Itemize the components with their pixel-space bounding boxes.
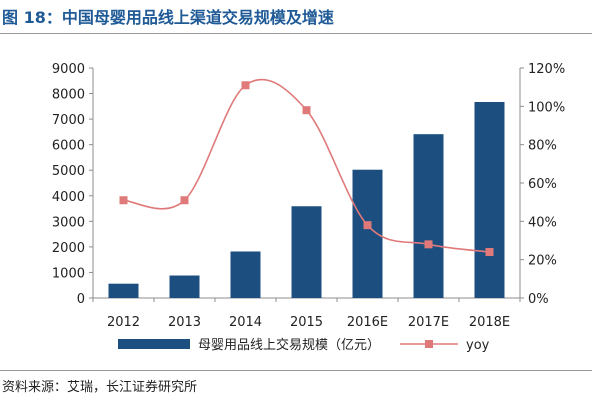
bar [230, 251, 261, 298]
y-tick-label-left: 7000 [52, 113, 85, 128]
y-tick-label-right: 40% [528, 215, 557, 230]
bar [474, 101, 505, 298]
x-tick-label: 2016E [347, 315, 388, 330]
source-divider [0, 370, 592, 371]
bar [169, 275, 200, 298]
y-tick-label-right: 100% [528, 100, 565, 115]
bar [413, 134, 444, 298]
x-tick-label: 2014 [229, 315, 262, 330]
legend-label-bars: 母婴用品线上交易规模（亿元） [198, 337, 380, 353]
source-note: 资料来源：艾瑞，长江证券研究所 [2, 380, 198, 395]
x-tick-label: 2015 [290, 315, 323, 330]
y-tick-label-left: 9000 [52, 62, 85, 77]
figure-title: 图 18：中国母婴用品线上渠道交易规模及增速 [2, 8, 334, 27]
y-tick-label-left: 3000 [52, 215, 85, 230]
legend-swatch-bars [118, 339, 190, 349]
y-tick-label-right: 20% [528, 254, 557, 269]
y-tick-label-right: 0% [528, 292, 549, 307]
y-tick-label-left: 1000 [52, 266, 85, 281]
y-tick-label-left: 5000 [52, 164, 85, 179]
y-tick-label-left: 0 [77, 292, 85, 307]
y-tick-label-right: 120% [528, 62, 565, 77]
yoy-marker [180, 196, 189, 205]
y-tick-label-left: 8000 [52, 88, 85, 103]
bar [291, 206, 322, 298]
legend-label-line: yoy [466, 338, 490, 353]
y-tick-label-left: 6000 [52, 139, 85, 154]
x-tick-label: 2018E [469, 315, 510, 330]
y-tick-label-left: 2000 [52, 241, 85, 256]
yoy-marker [119, 196, 128, 205]
yoy-marker [485, 248, 494, 256]
yoy-marker [241, 81, 250, 90]
x-tick-label: 2013 [168, 315, 201, 330]
x-tick-label: 2012 [107, 315, 140, 330]
y-tick-label-right: 60% [528, 177, 557, 192]
yoy-marker [302, 106, 311, 115]
yoy-marker [424, 240, 433, 249]
yoy-marker [363, 221, 372, 230]
title-divider [0, 33, 592, 34]
x-tick-label: 2017E [408, 315, 449, 330]
bar [108, 283, 139, 298]
y-tick-label-left: 4000 [52, 190, 85, 205]
legend-swatch-marker [425, 340, 433, 348]
y-tick-label-right: 80% [528, 139, 557, 154]
